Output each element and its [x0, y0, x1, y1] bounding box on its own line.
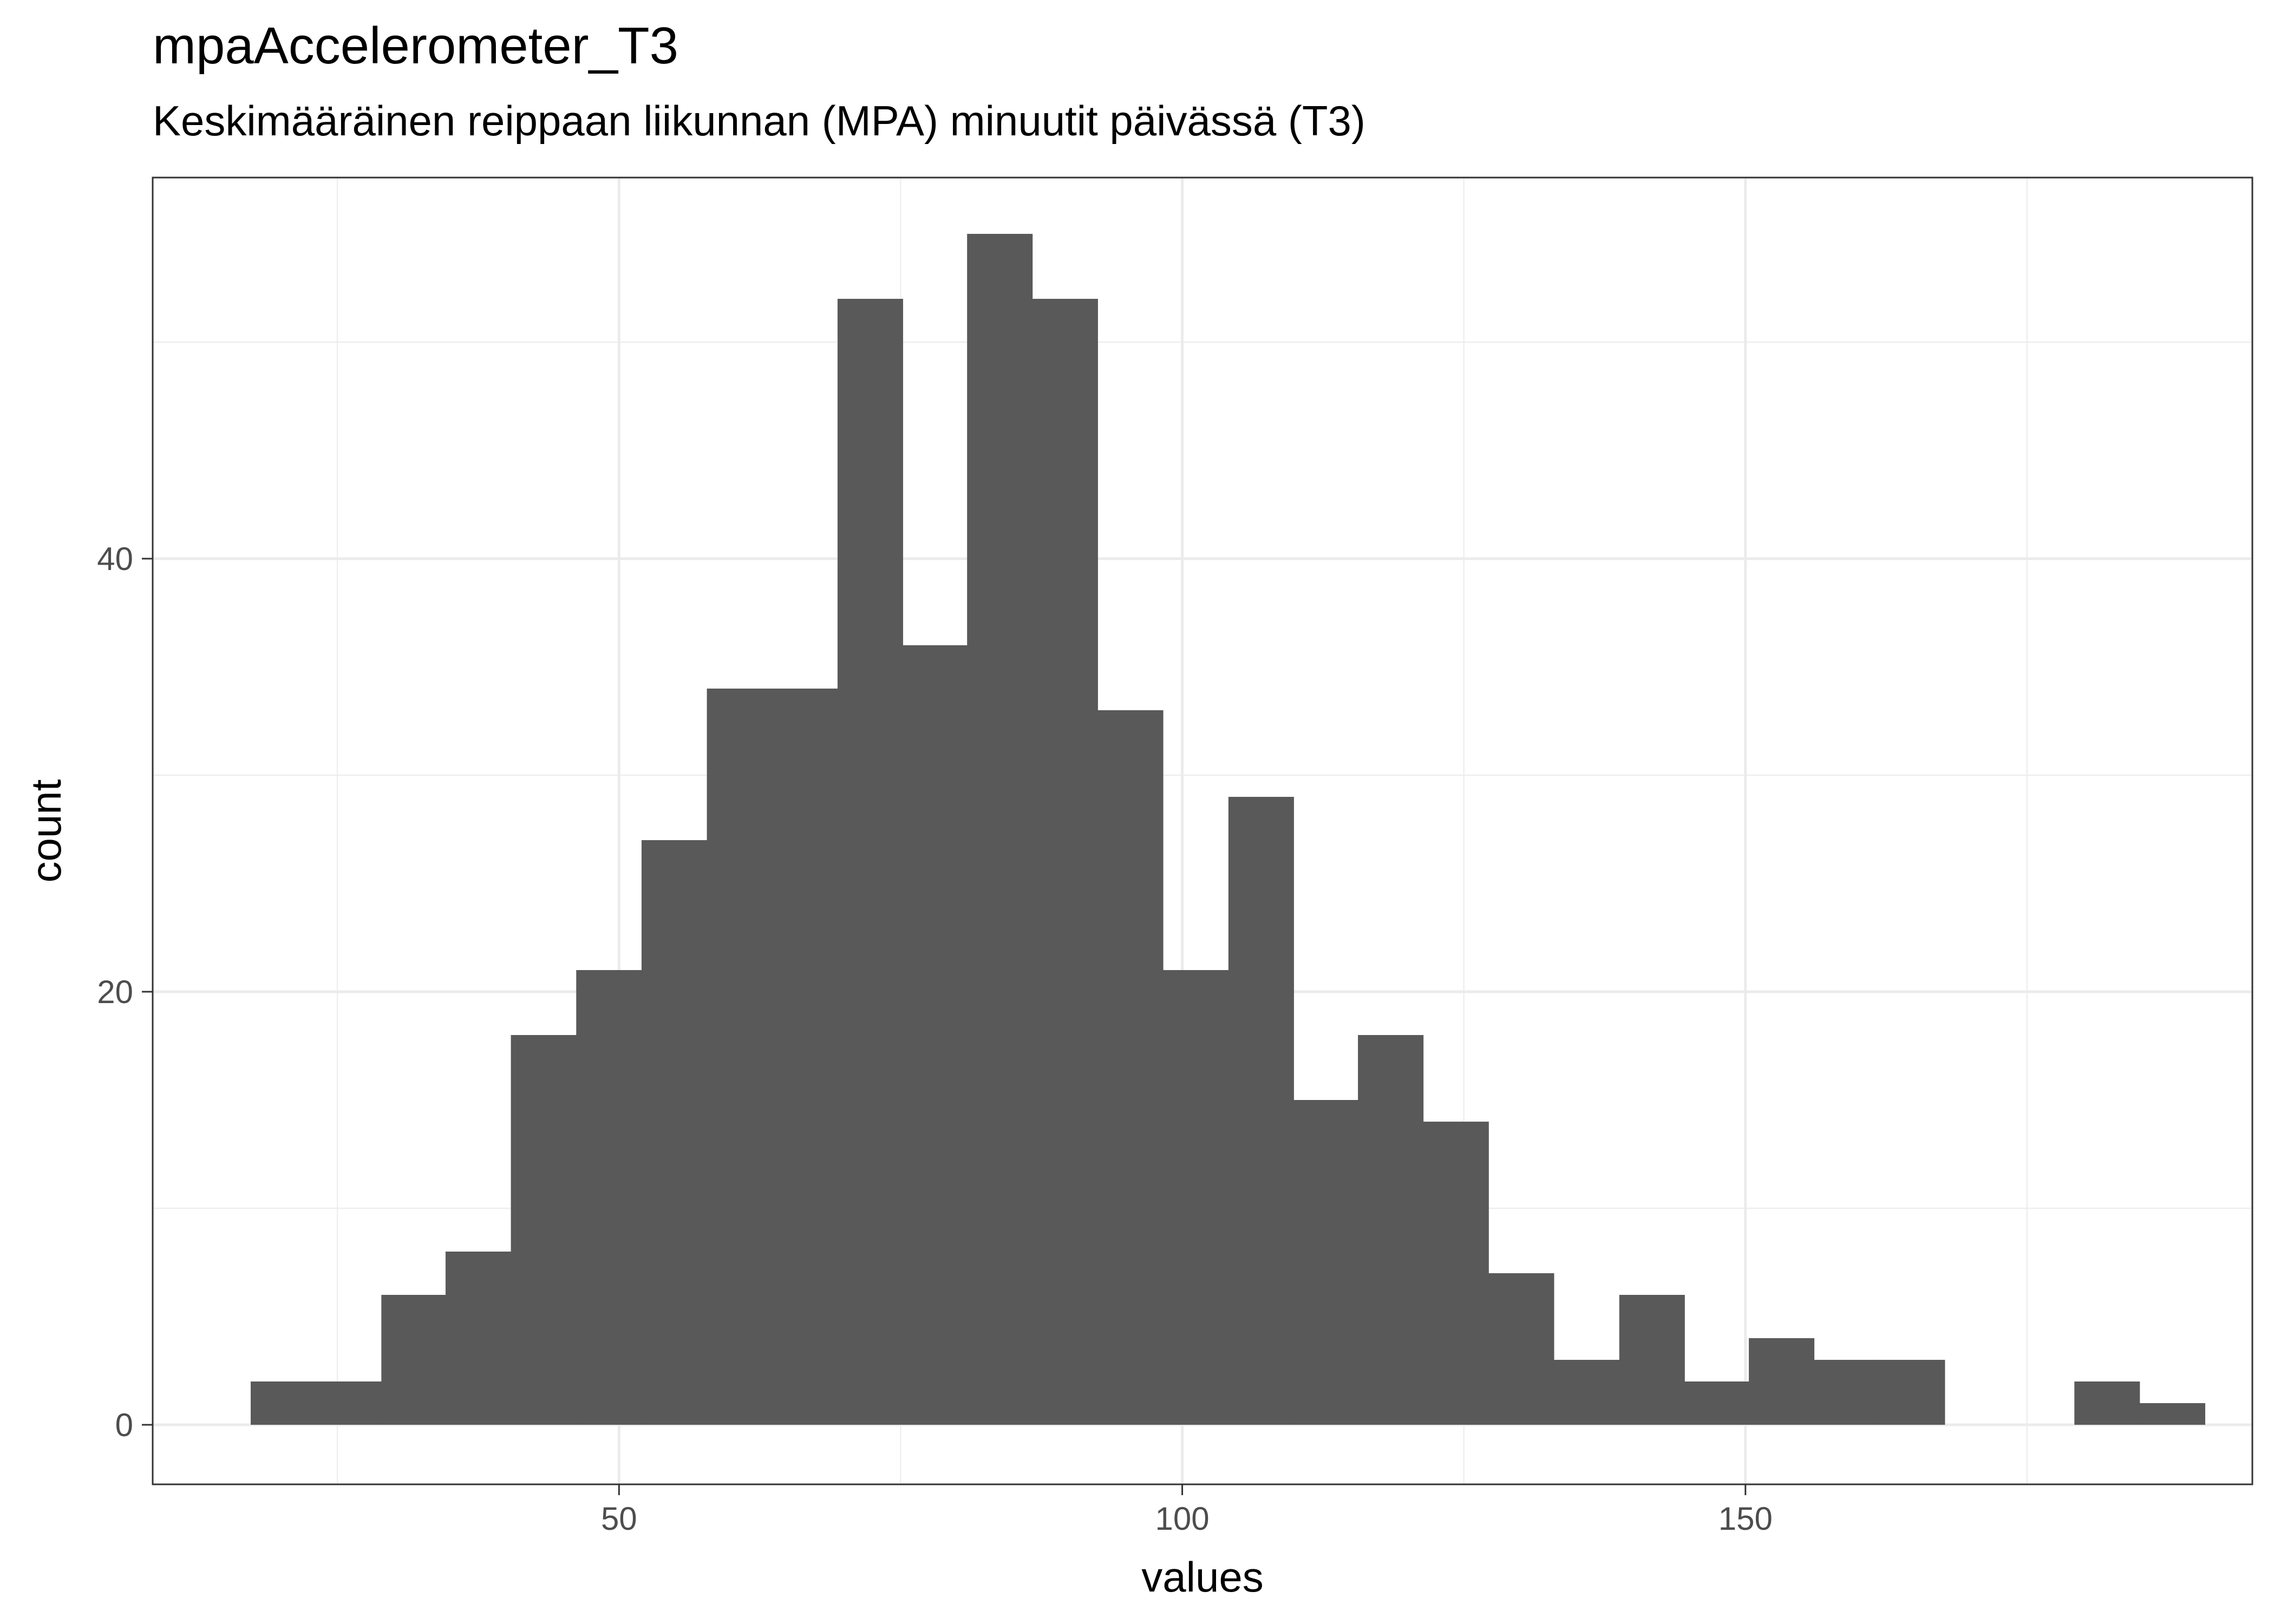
histogram-bar: [445, 1252, 511, 1425]
histogram-bar: [1619, 1295, 1685, 1425]
histogram-bar: [837, 299, 903, 1425]
histogram-bar: [1228, 797, 1294, 1425]
histogram-bar: [1554, 1360, 1620, 1425]
histogram-bar: [1097, 710, 1164, 1425]
plot-panel-border: [152, 176, 2253, 1485]
histogram-bar: [576, 970, 642, 1425]
x-axis-title: values: [1141, 1553, 1263, 1601]
histogram-bar: [967, 234, 1033, 1425]
histogram-bar: [772, 689, 838, 1425]
histogram-bar: [1358, 1035, 1424, 1425]
chart-title: mpaAccelerometer_T3: [153, 17, 679, 75]
x-tick-label: 150: [1718, 1501, 1773, 1537]
y-axis: 0 20 40: [97, 541, 153, 1443]
histogram-bar: [1163, 970, 1229, 1425]
x-axis: 50 100 150: [601, 1484, 1773, 1537]
histogram-bar: [901, 645, 968, 1425]
histogram-bar: [641, 840, 707, 1425]
histogram-bar: [1683, 1381, 1749, 1425]
histogram-bar: [511, 1035, 577, 1425]
x-tick-label: 50: [601, 1501, 637, 1537]
histogram-bar: [1749, 1338, 1815, 1425]
histogram-bar: [1032, 299, 1098, 1425]
x-tick-label: 100: [1155, 1501, 1209, 1537]
histogram-bar: [707, 689, 773, 1425]
histogram-bar: [2074, 1381, 2140, 1425]
chart-subtitle: Keskimääräinen reippaan liikunnan (MPA) …: [153, 97, 1365, 145]
histogram-bars: [251, 234, 2206, 1425]
histogram-bar: [316, 1381, 382, 1425]
y-axis-title: count: [22, 779, 70, 882]
histogram-bar: [2139, 1403, 2206, 1425]
y-tick-label: 40: [97, 541, 133, 577]
histogram-bar: [381, 1295, 447, 1425]
histogram-bar: [1292, 1100, 1358, 1425]
histogram-bar: [1423, 1122, 1489, 1425]
histogram-bar: [251, 1381, 317, 1425]
histogram-bar: [1814, 1360, 1880, 1425]
y-tick-label: 0: [115, 1407, 133, 1443]
histogram-bar: [1488, 1273, 1554, 1425]
y-tick-label: 20: [97, 974, 133, 1010]
histogram-bar: [1879, 1360, 1945, 1425]
